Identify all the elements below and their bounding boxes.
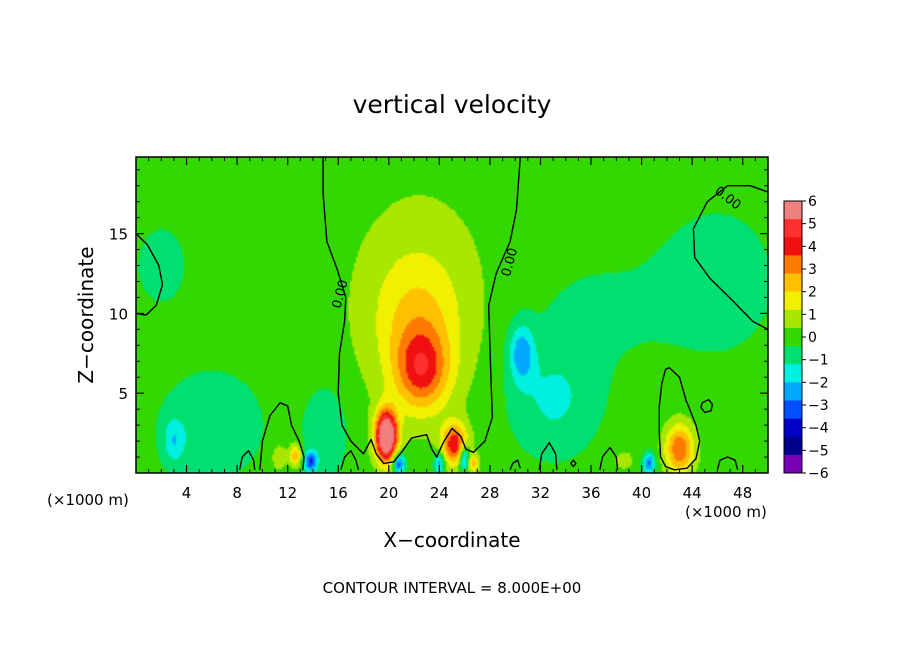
colorbar-swatch [784, 255, 802, 274]
chart-title: vertical velocity [353, 90, 552, 119]
x-tick-label: 48 [733, 484, 752, 502]
zero-contour-line [570, 459, 577, 468]
zero-contour-line [136, 233, 164, 316]
x-tick-label: 36 [581, 484, 600, 502]
colorbar-swatch [784, 273, 802, 292]
colorbar-swatch [784, 454, 802, 474]
zero-contour-line [599, 446, 619, 470]
x-tick-label: 28 [480, 484, 499, 502]
x-tick-label: 32 [531, 484, 550, 502]
zero-contour-line [538, 442, 558, 470]
zero-contours [136, 157, 768, 471]
x-tick-label: 4 [182, 484, 192, 502]
colorbar-swatch [784, 309, 802, 329]
x-axis: 4 8 12 16 20 24 28 32 36 40 44 48 [148, 157, 756, 502]
colorbar-swatch [784, 436, 802, 456]
plot-area: 0.000.000.00 [136, 157, 768, 473]
y-tick-label: 15 [109, 226, 128, 244]
colorbar-tick-label: −5 [808, 443, 829, 459]
zero-contour-line [322, 157, 521, 465]
y-tick-label: 10 [109, 305, 128, 323]
contour-label: 0.00 [330, 278, 352, 310]
zero-contour-line [716, 456, 739, 470]
x-unit-label-right: (×1000 m) [685, 503, 767, 521]
colorbar: 6 5 4 3 2 1 0 −1 −2 −3 −4 −5 −6 [783, 194, 829, 482]
colorbar-swatch [784, 382, 802, 401]
colorbar-swatch [784, 237, 802, 256]
y-axis: 5 10 15 [109, 169, 768, 458]
colorbar-swatch [784, 219, 802, 238]
contour-interval-note: CONTOUR INTERVAL = 8.000E+00 [323, 579, 582, 597]
colorbar-tick-label: 2 [808, 285, 817, 301]
x-tick-label: 8 [232, 484, 242, 502]
colorbar-swatch [784, 364, 802, 383]
colorbar-tick-label: 5 [808, 217, 817, 233]
x-tick-label: 44 [683, 484, 702, 502]
colorbar-tick-label: −4 [808, 421, 829, 437]
contour-label: 0.00 [499, 246, 521, 278]
colorbar-tick-label: −2 [808, 375, 829, 391]
colorbar-tick-label: 6 [808, 194, 817, 210]
zero-contour-line [692, 184, 768, 331]
colorbar-swatch [784, 201, 802, 220]
colorbar-tick-label: −1 [808, 353, 829, 369]
velocity-field [136, 157, 768, 473]
colorbar-tick-label: 1 [808, 307, 817, 323]
x-unit-label: (×1000 m) [47, 491, 129, 509]
colorbar-swatch [784, 327, 802, 347]
colorbar-swatch [784, 291, 802, 311]
colorbar-swatch [784, 346, 802, 365]
x-tick-label: 40 [632, 484, 651, 502]
colorbar-tick-label: 0 [808, 330, 817, 346]
y-tick-label: 5 [118, 385, 128, 403]
zero-contour-line [238, 450, 256, 470]
x-axis-label: X−coordinate [383, 528, 520, 552]
zero-contour-line [700, 398, 714, 414]
x-tick-label: 20 [379, 484, 398, 502]
x-tick-label: 16 [329, 484, 348, 502]
colorbar-tick-label: −3 [808, 398, 829, 414]
zero-contour-line [340, 450, 360, 470]
zero-contour-line [658, 367, 701, 471]
colorbar-swatch [784, 418, 802, 438]
zero-contour-line [259, 402, 305, 470]
colorbar-tick-label: 4 [808, 239, 817, 255]
colorbar-tick-label: 3 [808, 262, 817, 278]
y-axis-label: Z−coordinate [74, 246, 98, 383]
zero-contour-line [509, 459, 521, 471]
colorbar-tick-label: −6 [808, 466, 829, 482]
colorbar-swatch [784, 400, 802, 419]
x-tick-label: 12 [278, 484, 297, 502]
x-tick-label: 24 [430, 484, 449, 502]
